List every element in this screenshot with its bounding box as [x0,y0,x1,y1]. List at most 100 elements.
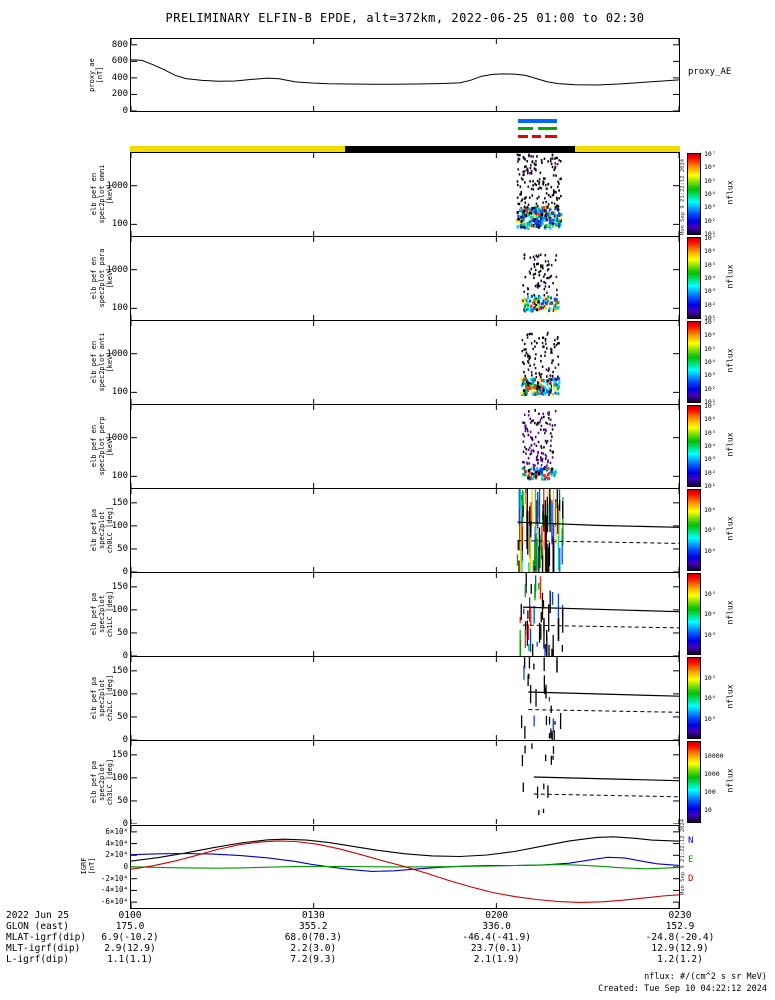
y-tick-label: -4×10⁴ [100,885,128,895]
y-tick-label: 400 [111,72,128,83]
y-tick-label: 0 [122,735,128,745]
zone-marker-segment [537,127,557,130]
colorbar-axis-label: nflux [725,348,735,373]
y-axis-label: elb pef pa spec2plot ch2LC [deg] [90,674,114,722]
panel-igrf [130,825,680,909]
panel-pa-spec-ch2lc [131,657,679,741]
created-label: Created: Tue Sep 10 04:22:12 2024 [598,984,767,994]
y-tick-label: 800 [111,39,128,50]
colorbar-tick-label: 10⁷ [704,234,716,243]
ephemeris-value: 7.2(9.3) [290,954,337,965]
colorbar-axis-label: nflux [725,264,735,289]
colorbar-tick-label: 10⁷ [704,402,716,411]
colorbar-axis-label: nflux [725,516,735,541]
ephemeris-value: 1.1(1.1) [107,954,153,965]
colorbar [687,657,701,739]
ephemeris-value: 12.9(12.9) [651,943,709,954]
panel-en-spec-para [131,237,679,321]
colorbar-tick-label: 10¹ [704,229,716,238]
ephemeris-row-label: 2022 Jun 25 [6,910,69,921]
colorbar-tick-label: 10⁶ [704,163,716,172]
version-stamp: Mon Sep 9 21:22:12 2024 [680,158,686,236]
ephemeris-value: 175.0 [115,921,145,932]
colorbar-tick-label: 1000 [704,769,720,778]
y-tick-label: 1000 [106,180,128,191]
colorbar-tick-label: 10⁵ [704,526,716,534]
colorbar-tick-label: 10³ [704,371,716,380]
colorbar-tick-label: 10¹ [704,481,716,490]
colorbar-tick-label: 10⁶ [704,415,716,424]
y-tick-label: -6×10⁴ [100,897,128,907]
y-axis-label: elb pef pa spec2plot ch0LC [deg] [90,506,114,554]
ephemeris-value: 2.2(3.0) [290,943,337,954]
y-axis-label: elb pef pa spec2plot ch3LC [deg] [90,758,114,806]
y-tick-label: 100 [111,303,128,314]
y-tick-label: 100 [111,387,128,398]
colorbar [687,573,701,655]
colorbar-tick-label: 100 [704,787,716,796]
colorbar-tick-label: 10¹ [704,397,716,406]
colorbar-tick-label: 10⁷ [704,318,716,327]
colorbar-tick-label: 10¹ [704,313,716,322]
colorbar-tick-label: 10⁶ [704,505,716,514]
colorbar-tick-label: 10 [704,805,712,814]
y-axis-label: elb pef en spec2plot perp [keV] [90,416,114,476]
colorbar-axis-label: nflux [725,768,735,793]
zone-marker-segment [531,135,542,138]
y-tick-label: 1000 [106,432,128,443]
y-tick-label: -2×10⁴ [100,873,128,883]
ephemeris-value: 23.7(0.1) [470,943,523,954]
ephemeris-value: 2.9(12.9) [104,943,156,954]
colorbar-axis-label: nflux [725,600,735,625]
y-axis-label: elb pef pa spec2plot ch1LC [deg] [90,590,114,638]
ephemeris-value: 336.0 [482,921,511,932]
ephemeris-value: 0200 [485,910,509,921]
y-tick-label: 2×10⁴ [105,850,128,860]
ephemeris-value: 0130 [301,910,325,921]
colorbar [687,153,701,235]
y-tick-label: 100 [111,219,128,230]
colorbar-tick-label: 10⁵ [704,673,716,682]
colorbar-tick-label: 10⁶ [704,247,716,256]
colorbar-tick-label: 10⁴ [704,190,716,198]
colorbar-tick-label: 10⁷ [704,150,716,159]
colorbar-axis-label: nflux [725,180,735,205]
colorbar-tick-label: 10² [704,384,716,393]
colorbar [687,237,701,319]
ephemeris-row-label: L-igrf(dip) [6,954,69,965]
ephemeris-value: 0230 [668,910,692,921]
colorbar-tick-label: 10⁴ [704,610,716,618]
colorbar-tick-label: 10⁵ [704,344,716,353]
colorbar-tick-label: 10⁴ [704,442,716,450]
page-title: PRELIMINARY ELFIN-B EPDE, alt=372km, 202… [165,11,645,25]
zone-marker-segment [517,119,557,123]
y-tick-label: 100 [111,471,128,482]
y-tick-label: 150 [111,497,128,508]
y-tick-label: 100 [111,688,128,699]
colorbar-tick-label: 10² [704,216,716,225]
y-tick-label: 50 [117,711,128,722]
panel-en-spec-perp [131,405,679,489]
y-tick-label: 200 [111,89,128,100]
y-tick-label: 600 [111,56,128,67]
ephemeris-value: 0100 [118,910,142,921]
ephemeris-row-label: MLT-igrf(dip) [6,943,81,954]
y-axis-label: proxy_ae [nT] [88,58,104,92]
y-tick-label: 1000 [106,348,128,359]
colorbar [687,321,701,403]
colorbar-tick-label: 10² [704,468,716,477]
ephemeris-value: 68.0(70.3) [284,932,342,943]
y-tick-label: 4×10⁴ [105,838,128,848]
nflux-units-label: nflux: #/(cm^2 s sr MeV) [644,972,767,982]
y-axis-label: elb pef en spec2plot anti [keV] [90,332,114,392]
y-axis-label: elb pef en spec2plot para [keV] [90,248,114,308]
ephemeris-value: 355.2 [299,921,328,932]
y-tick-label: 6×10⁴ [105,826,128,836]
proxy-ae-right-label: proxy_AE [688,67,732,77]
ephemeris-value: -46.4(-41.9) [462,932,531,943]
panel-pa-spec-ch3lc [131,741,679,825]
y-tick-label: 0 [122,819,128,829]
ephemeris-value: 1.2(1.2) [657,954,703,965]
ephemeris-value: 6.9(-10.2) [101,932,159,943]
